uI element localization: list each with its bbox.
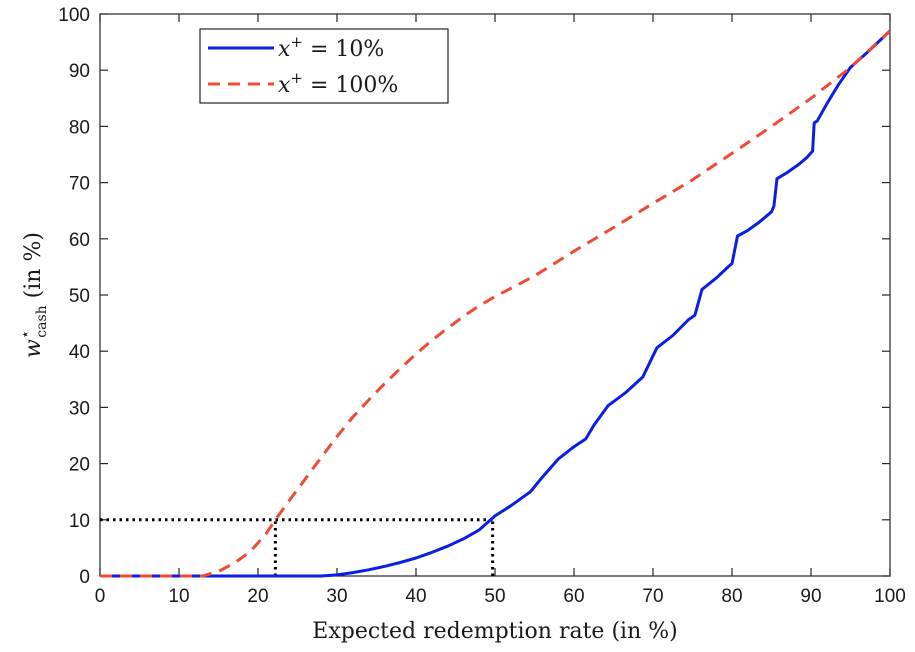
series-line-1 bbox=[100, 29, 892, 578]
legend-rest: = 100% bbox=[303, 73, 398, 98]
y-tick-label: 0 bbox=[79, 567, 90, 588]
legend-label-1: x+ = 10% bbox=[278, 33, 384, 62]
legend-rest: = 10% bbox=[303, 37, 384, 62]
x-tick-label: 80 bbox=[721, 586, 742, 607]
x-tick-label: 30 bbox=[326, 586, 347, 607]
x-axis-title: Expected redemption rate (in %) bbox=[312, 619, 677, 644]
y-tick-label: 20 bbox=[69, 455, 90, 476]
y-title-subscript: cash bbox=[34, 305, 50, 337]
x-tick-label: 60 bbox=[563, 586, 584, 607]
legend-box bbox=[199, 28, 449, 104]
y-tick-label: 100 bbox=[58, 5, 90, 26]
x-tick-label: 70 bbox=[642, 586, 663, 607]
x-tick-label: 40 bbox=[405, 586, 426, 607]
x-tick-label: 20 bbox=[247, 586, 268, 607]
x-tick-label: 90 bbox=[800, 586, 821, 607]
x-tick-label: 100 bbox=[874, 586, 906, 607]
y-tick-label: 90 bbox=[69, 61, 90, 82]
y-tick-label: 80 bbox=[69, 117, 90, 138]
x-tick-label: 0 bbox=[95, 586, 106, 607]
legend-symbol: x bbox=[278, 73, 291, 98]
y-tick-label: 10 bbox=[69, 511, 90, 532]
y-tick-label: 40 bbox=[69, 342, 90, 363]
y-tick-label: 70 bbox=[69, 174, 90, 195]
y-title-superscript: ⋆ bbox=[16, 330, 34, 339]
y-tick-label: 30 bbox=[69, 398, 90, 419]
series-line-2 bbox=[100, 29, 892, 578]
x-tick-label: 50 bbox=[484, 586, 505, 607]
y-tick-label: 50 bbox=[69, 286, 90, 307]
legend-superscript: + bbox=[290, 69, 303, 87]
y-tick-label: 60 bbox=[69, 230, 90, 251]
legend-symbol: x bbox=[278, 37, 291, 62]
x-tick-label: 10 bbox=[168, 586, 189, 607]
y-title-unit: (in %) bbox=[21, 232, 46, 305]
y-title-symbol: w bbox=[21, 339, 46, 358]
y-axis-title: w⋆cash (in %) bbox=[16, 232, 50, 358]
legend-superscript: + bbox=[290, 33, 303, 51]
legend-label-2: x+ = 100% bbox=[278, 69, 398, 98]
